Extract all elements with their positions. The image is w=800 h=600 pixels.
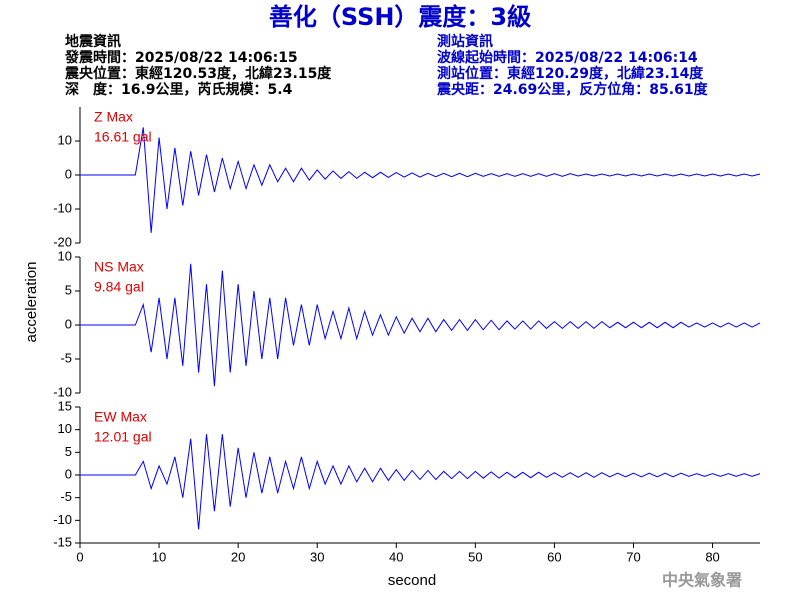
x-tick-label: 60 xyxy=(547,549,561,564)
info-line: 震央位置：東經120.53度，北緯23.15度 xyxy=(64,65,332,82)
x-tick-label: 10 xyxy=(152,549,166,564)
y-axis-label: acceleration xyxy=(23,262,40,343)
info-line: 震央距：24.69公里，反方位角：85.61度 xyxy=(436,81,709,98)
y-tick-label: -20 xyxy=(53,234,72,249)
max-value: 9.84 gal xyxy=(94,279,144,295)
info-line: 測站資訊 xyxy=(437,33,493,50)
info-line: 測站位置：東經120.29度，北緯23.14度 xyxy=(437,65,704,82)
x-tick-label: 20 xyxy=(231,549,245,564)
y-tick-label: -10 xyxy=(53,200,72,215)
y-tick-label: 5 xyxy=(65,444,72,459)
waveform xyxy=(80,127,761,233)
info-line: 發震時間：2025/08/22 14:06:15 xyxy=(64,49,298,66)
y-tick-label: 10 xyxy=(58,248,72,263)
y-tick-label: 15 xyxy=(58,398,72,413)
x-tick-label: 80 xyxy=(705,549,719,564)
x-tick-label: 0 xyxy=(76,549,83,564)
max-name: NS Max xyxy=(94,259,144,275)
y-tick-label: 10 xyxy=(58,421,72,436)
x-tick-label: 40 xyxy=(389,549,403,564)
y-tick-label: 0 xyxy=(65,316,72,331)
y-tick-label: 0 xyxy=(65,466,72,481)
info-line: 深 度：16.9公里，芮氏規模：5.4 xyxy=(65,81,293,98)
y-tick-label: 5 xyxy=(65,282,72,297)
max-name: Z Max xyxy=(94,109,133,125)
x-tick-label: 50 xyxy=(468,549,482,564)
max-value: 12.01 gal xyxy=(94,429,152,445)
y-tick-label: -10 xyxy=(53,512,72,527)
x-axis-label: second xyxy=(388,572,436,589)
y-tick-label: -5 xyxy=(60,489,72,504)
info-line: 地震資訊 xyxy=(65,33,121,50)
chart-title: 善化（SSH）震度：3級 xyxy=(269,3,531,31)
y-tick-label: -5 xyxy=(60,350,72,365)
x-tick-label: 30 xyxy=(310,549,324,564)
x-tick-label: 70 xyxy=(626,549,640,564)
waveform xyxy=(80,434,761,530)
y-tick-label: -10 xyxy=(53,384,72,399)
info-line: 波線起始時間：2025/08/22 14:06:14 xyxy=(437,49,698,66)
y-tick-label: 10 xyxy=(58,132,72,147)
y-tick-label: 0 xyxy=(65,166,72,181)
waveform xyxy=(80,263,761,387)
footer: 中央氣象署 xyxy=(662,571,742,590)
max-value: 16.61 gal xyxy=(94,129,152,145)
y-tick-label: -15 xyxy=(53,534,72,549)
max-name: EW Max xyxy=(94,409,147,425)
